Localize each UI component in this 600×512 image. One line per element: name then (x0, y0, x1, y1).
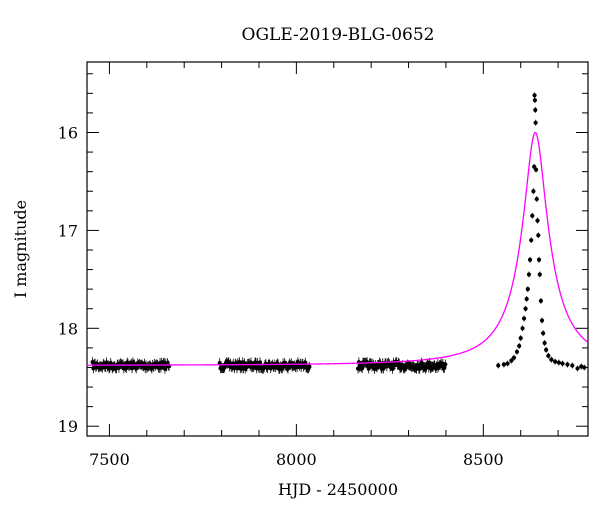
y-tick-label: 19 (58, 417, 78, 436)
y-axis-label: I magnitude (11, 200, 30, 298)
data-point (501, 362, 506, 367)
data-point (549, 357, 554, 362)
axis-ticks (87, 62, 588, 436)
x-tick-label: 7500 (89, 450, 130, 469)
data-point (496, 363, 501, 368)
data-point (530, 213, 535, 218)
data-point (582, 365, 587, 370)
data-point (505, 361, 510, 366)
plot-frame (86, 61, 589, 437)
data-point (529, 238, 534, 243)
model-curve-group (87, 131, 589, 366)
data-point (542, 340, 547, 346)
data-point (520, 326, 525, 331)
data-point (511, 355, 517, 360)
data-point (536, 257, 542, 262)
y-tick-label: 17 (58, 221, 78, 240)
data-point (307, 364, 312, 369)
data-point (544, 347, 549, 352)
chart-title: OGLE-2019-BLG-0652 (242, 25, 435, 45)
data-point (534, 196, 539, 202)
data-points (90, 92, 587, 374)
data-point (537, 272, 542, 277)
data-point (523, 306, 528, 311)
data-point (570, 363, 575, 368)
data-point (533, 120, 538, 125)
tick-labels: 7500 8000 8500 16 17 18 19 (58, 123, 504, 469)
data-point (560, 361, 565, 366)
data-point (518, 335, 523, 341)
data-point (565, 362, 570, 367)
y-tick-label: 16 (58, 123, 78, 142)
data-point (390, 366, 395, 371)
data-point (532, 93, 537, 98)
data-point (237, 360, 242, 365)
data-point (527, 257, 533, 262)
data-point (533, 167, 539, 172)
data-point (539, 318, 545, 323)
data-point (552, 359, 558, 364)
data-point (546, 353, 551, 358)
data-point (532, 98, 538, 103)
data-point (541, 331, 546, 336)
data-point (556, 360, 561, 365)
data-point (536, 233, 541, 238)
data-point (535, 218, 540, 223)
data-point (443, 362, 448, 367)
x-tick-label: 8000 (276, 450, 317, 469)
data-point (533, 107, 538, 113)
y-tick-label: 18 (58, 319, 78, 338)
x-axis-label: HJD - 2450000 (278, 480, 398, 499)
data-point (531, 189, 536, 194)
data-point (524, 296, 529, 302)
data-point (575, 366, 580, 371)
data-point (526, 272, 532, 277)
data-point (521, 316, 527, 321)
data-point (509, 358, 514, 363)
data-point (538, 298, 543, 303)
data-point (525, 287, 530, 292)
data-point (517, 343, 522, 349)
x-tick-label: 8500 (463, 450, 504, 469)
data-point (514, 349, 520, 354)
model-curve (87, 131, 589, 366)
